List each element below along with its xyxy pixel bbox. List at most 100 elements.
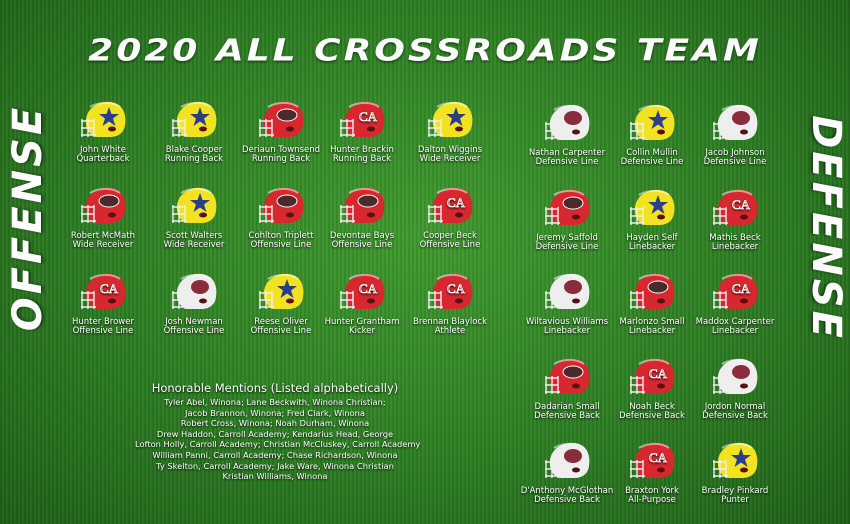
player-name: Dalton Wiggins [417, 145, 483, 155]
player-position: Linebacker [543, 326, 591, 336]
honorable-mention-line: William Panni, Carroll Academy; Chase Ri… [152, 449, 398, 460]
player-position: Offensive Line [419, 240, 481, 250]
helmet-icon: CA [627, 440, 677, 484]
player-card: Josh Newman Offensive Line [139, 271, 249, 336]
player-card: Deriaun Townsend Running Back [226, 99, 336, 164]
player-name: Mathis Beck [709, 233, 761, 243]
offense-label: OFFENSE [5, 104, 51, 332]
player-position: Defensive Line [703, 157, 767, 167]
player-card: CA Hunter Brower Offensive Line [48, 271, 158, 336]
player-card: CA Braxton York All-Purpose [597, 440, 707, 505]
player-card: Bradley Pinkard Punter [680, 440, 790, 505]
player-card: Jeremy Saffold Defensive Line [512, 187, 622, 252]
player-name: Braxton York [625, 486, 679, 496]
svg-text:CA: CA [447, 281, 466, 296]
helmet-icon [169, 99, 219, 143]
helmet-icon [169, 185, 219, 229]
honorable-mention-line: Tyler Abel, Winona; Lane Beckwith, Winon… [164, 397, 386, 407]
player-card: Robert McMath Wide Receiver [48, 185, 158, 250]
player-position: Offensive Line [163, 326, 225, 336]
player-card: CA Hunter Grantham Kicker [307, 271, 417, 336]
player-card: Wiltavious Williams Linebacker [512, 271, 622, 336]
player-position: Offensive Line [331, 240, 393, 250]
svg-text:CA: CA [359, 109, 378, 124]
player-name: Hunter Grantham [324, 317, 400, 327]
player-position: Offensive Line [250, 326, 312, 336]
player-card: Blake Cooper Running Back [139, 99, 249, 164]
player-name: John White [80, 145, 126, 155]
svg-text:CA: CA [649, 366, 668, 381]
player-name: Cohlton Triplett [248, 231, 314, 241]
helmet-icon [78, 185, 128, 229]
player-position: Linebacker [628, 242, 676, 252]
player-card: CA Noah Beck Defensive Back [597, 356, 707, 421]
player-card: Dadarian Small Defensive Back [512, 356, 622, 421]
player-name: Blake Cooper [165, 145, 223, 155]
player-position: Offensive Line [250, 240, 312, 250]
helmet-icon [710, 440, 760, 484]
player-position: Defensive Line [535, 242, 599, 252]
helmet-icon [710, 356, 760, 400]
honorable-mention-line: Drew Haddon, Carroll Academy; Kendarius … [156, 428, 394, 439]
player-card: CA Mathis Beck Linebacker [680, 187, 790, 252]
svg-text:CA: CA [732, 281, 751, 296]
player-name: Reese Oliver [254, 317, 308, 327]
player-name: Hunter Brackin [330, 145, 394, 155]
honorable-mentions: Honorable Mentions (Listed alphabeticall… [135, 381, 420, 482]
player-position: Athlete [434, 326, 466, 336]
player-card: Jordon Normal Defensive Back [680, 356, 790, 421]
player-name: Marlonzo Small [619, 317, 685, 327]
player-name: Brennan Blaylock [412, 317, 488, 327]
player-card: Devontae Bays Offensive Line [307, 185, 417, 250]
player-position: Linebacker [628, 326, 676, 336]
helmet-icon [542, 187, 592, 231]
helmet-icon: CA [710, 271, 760, 315]
player-name: Jacob Johnson [705, 148, 765, 158]
player-name: Deriaun Townsend [241, 145, 321, 155]
honorable-mention-line: Jacob Brannon, Winona; Fred Clark, Winon… [185, 407, 365, 418]
player-name: Noah Beck [629, 402, 675, 412]
player-position: Offensive Line [72, 326, 134, 336]
player-card: D'Anthony McGlothan Defensive Back [512, 440, 622, 505]
player-position: Running Back [164, 154, 224, 164]
honorable-mentions-heading: Honorable Mentions (Listed alphabeticall… [151, 381, 399, 395]
player-card: Hayden Self Linebacker [597, 187, 707, 252]
helmet-icon [627, 271, 677, 315]
helmet-icon: CA [627, 356, 677, 400]
player-card: CA Maddox Carpenter Linebacker [680, 271, 790, 336]
player-name: Dadarian Small [534, 402, 600, 412]
honorable-mention-line: Kristian Williams, Winona [222, 471, 328, 482]
player-name: Cooper Beck [423, 231, 477, 241]
player-position: Defensive Back [534, 411, 600, 421]
player-position: Defensive Back [619, 411, 685, 421]
player-name: Jordon Normal [704, 402, 766, 412]
player-card: Reese Oliver Offensive Line [226, 271, 336, 336]
player-position: Punter [721, 495, 749, 505]
player-card: CA Brennan Blaylock Athlete [395, 271, 505, 336]
helmet-icon [425, 99, 475, 143]
helmet-icon [256, 99, 306, 143]
player-card: Dalton Wiggins Wide Receiver [395, 99, 505, 164]
player-position: Defensive Back [702, 411, 768, 421]
player-name: Maddox Carpenter [695, 317, 775, 327]
helmet-icon [169, 271, 219, 315]
player-position: Quarterback [76, 154, 130, 164]
svg-text:CA: CA [649, 450, 668, 465]
player-name: Devontae Bays [329, 231, 395, 241]
player-position: Kicker [349, 326, 375, 336]
player-name: Robert McMath [70, 231, 136, 241]
player-position: Linebacker [711, 242, 759, 252]
helmet-icon [542, 102, 592, 146]
player-position: Running Back [251, 154, 311, 164]
player-card: Cohlton Triplett Offensive Line [226, 185, 336, 250]
honorable-mention-line: Ty Skelton, Carroll Academy; Jake Ware, … [156, 460, 394, 471]
helmet-icon [710, 102, 760, 146]
helmet-icon: CA [425, 185, 475, 229]
helmet-icon: CA [425, 271, 475, 315]
helmet-icon [542, 271, 592, 315]
helmet-icon [542, 440, 592, 484]
player-name: Josh Newman [165, 317, 223, 327]
player-card: Scott Walters Wide Receiver [139, 185, 249, 250]
svg-text:CA: CA [732, 197, 751, 212]
player-position: Defensive Back [534, 495, 600, 505]
